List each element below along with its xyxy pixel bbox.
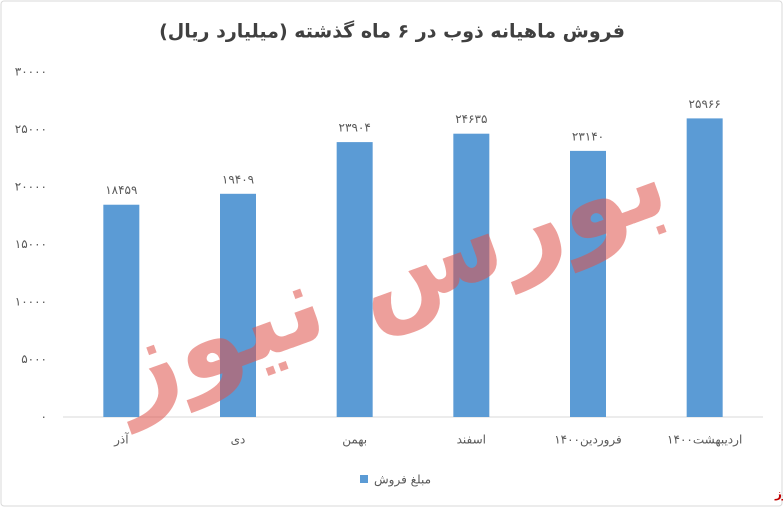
x-tick-label: فروردین۱۴۰۰ bbox=[554, 433, 622, 448]
legend-swatch bbox=[360, 475, 368, 483]
y-tick-label: ۱۵۰۰۰ bbox=[15, 237, 47, 251]
bar bbox=[686, 118, 723, 418]
bar bbox=[570, 150, 606, 417]
value-label: ۲۴۶۳۵ bbox=[455, 112, 487, 126]
x-tick-label: اردیبهشت۱۴۰۰ bbox=[667, 433, 742, 448]
value-label: ۱۸۴۵۹ bbox=[105, 183, 137, 197]
bar bbox=[453, 133, 490, 417]
x-tick-label: آذر bbox=[113, 432, 129, 448]
legend-label: مبلغ فروش bbox=[374, 473, 431, 488]
y-tick-label: ۲۵۰۰۰ bbox=[15, 122, 47, 136]
x-tick-label: اسفند bbox=[457, 433, 486, 447]
y-tick-label: ۲۰۰۰۰ bbox=[15, 180, 47, 194]
bar bbox=[103, 204, 140, 417]
y-tick-label: ۱۰۰۰۰ bbox=[15, 295, 47, 309]
value-label: ۲۳۹۰۴ bbox=[339, 121, 371, 135]
value-label: ۲۵۹۶۶ bbox=[689, 97, 721, 111]
value-label: ۱۹۴۰۹ bbox=[222, 172, 254, 186]
y-tick-label: ۳۰۰۰۰ bbox=[15, 65, 47, 79]
bar bbox=[336, 142, 373, 417]
bar bbox=[220, 193, 256, 417]
x-tick-label: بهمن bbox=[342, 433, 367, 448]
y-tick-label: ۵۰۰۰ bbox=[21, 352, 47, 366]
chart-title: فروش ماهیانه ذوب در ۶ ماه گذشته (میلیارد… bbox=[159, 20, 625, 43]
value-label: ۲۳۱۴۰ bbox=[572, 129, 604, 143]
y-tick-label: ۰ bbox=[41, 410, 47, 424]
x-tick-label: دی bbox=[231, 433, 246, 447]
logo: بورس نیوز bbox=[774, 487, 783, 502]
